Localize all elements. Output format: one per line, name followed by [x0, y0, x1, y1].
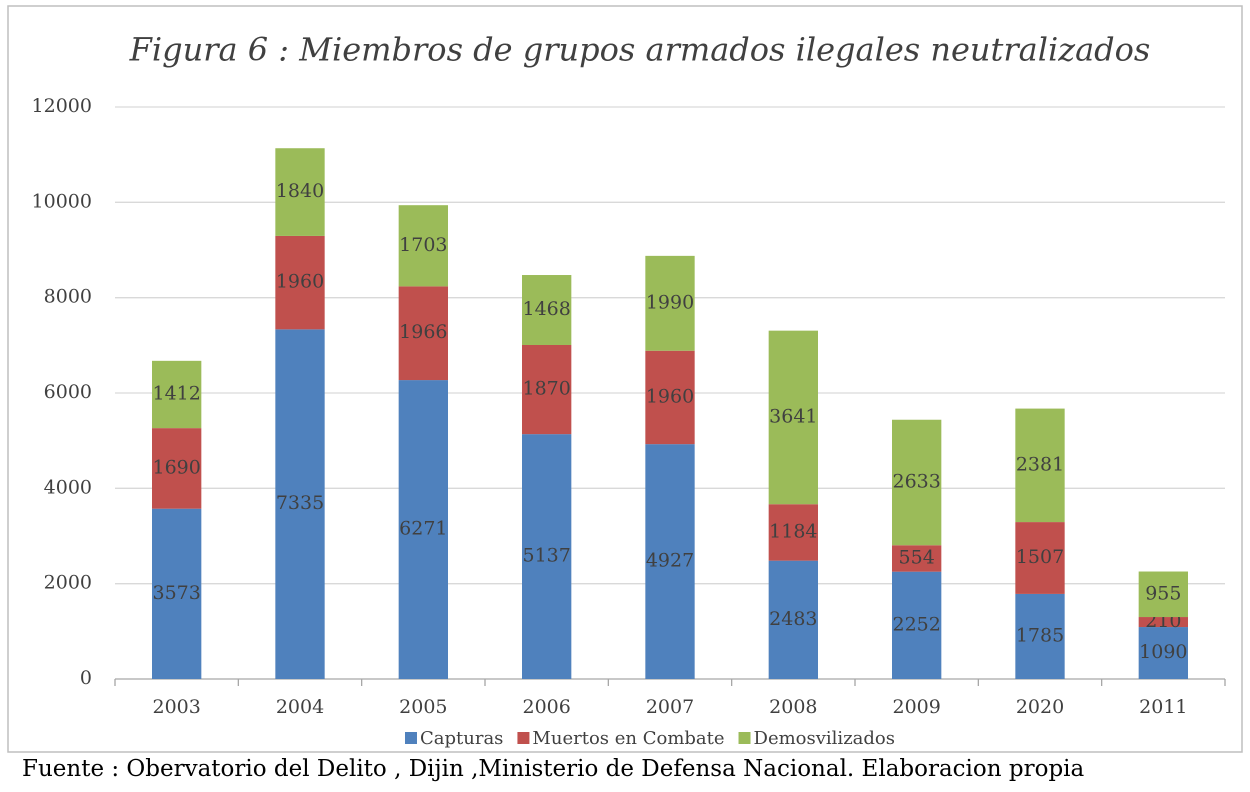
y-tick-label: 4000: [44, 476, 92, 498]
bar-segment: [768, 330, 818, 505]
legend-label: Capturas: [420, 728, 503, 749]
data-label: 6271: [399, 518, 447, 540]
bar-segment: [398, 205, 448, 287]
y-tick-label: 6000: [44, 381, 92, 403]
data-label: 2633: [892, 470, 940, 492]
data-label: 2252: [892, 613, 940, 635]
data-label: 1785: [1016, 624, 1064, 646]
x-tick-label: 2006: [522, 696, 570, 718]
bar-segment: [1138, 617, 1188, 628]
data-label: 1870: [522, 378, 570, 400]
data-label: 1690: [152, 456, 200, 478]
legend-label: Muertos en Combate: [532, 728, 724, 749]
y-tick-label: 0: [80, 667, 92, 689]
x-tick-label: 2009: [892, 696, 940, 718]
chart-title: Figura 6 : Miembros de grupos armados il…: [129, 31, 1151, 69]
legend-swatch: [517, 732, 530, 744]
bar-segment: [275, 148, 325, 236]
data-label: 955: [1145, 582, 1181, 604]
legend: Capturas Muertos en Combate Demosvilizados: [404, 728, 895, 749]
x-tick-label: 2020: [1016, 696, 1064, 718]
bar-segment: [768, 504, 818, 561]
bar-segment: [892, 571, 942, 679]
bar-segment: [1015, 408, 1065, 523]
bar-segment: [1015, 522, 1065, 594]
y-tick-label: 8000: [44, 286, 92, 308]
bar-segment: [152, 508, 202, 679]
data-label: 7335: [276, 492, 324, 514]
source-note: Fuente : Obervatorio del Delito , Dijin …: [22, 756, 1085, 782]
x-tick-label: 2008: [769, 696, 817, 718]
data-label: 1090: [1139, 641, 1187, 663]
bar-segment: [768, 560, 818, 679]
bar-segment: [1015, 593, 1065, 679]
data-label: 1960: [646, 385, 694, 407]
x-tick-label: 2007: [646, 696, 694, 718]
bar-segment: [1138, 627, 1188, 679]
data-label: 4927: [646, 550, 694, 572]
bar-segment: [645, 350, 695, 445]
data-label: 554: [899, 546, 935, 568]
bar-segment: [522, 344, 572, 435]
bar-segment: [522, 434, 572, 679]
data-label: 5137: [522, 545, 570, 567]
bar-segment: [152, 428, 202, 509]
y-tick-label: 2000: [44, 572, 92, 594]
x-tick-label: 2003: [152, 696, 200, 718]
data-label: 1966: [399, 321, 447, 343]
data-label: 2483: [769, 608, 817, 630]
data-label: 1468: [522, 298, 570, 320]
legend-swatch: [738, 732, 751, 744]
legend-label: Demosvilizados: [754, 728, 895, 749]
x-tick-label: 2005: [399, 696, 447, 718]
bar-segment: [398, 286, 448, 381]
bar-segment: [1138, 571, 1188, 618]
bar-segment: [645, 444, 695, 679]
data-label: 1507: [1016, 546, 1064, 568]
data-label: 1840: [276, 180, 324, 202]
bar-segment: [522, 275, 572, 345]
y-tick-label: 10000: [32, 190, 92, 212]
data-label: 1990: [646, 291, 694, 313]
y-tick-label: 12000: [32, 95, 92, 117]
data-label: 1703: [399, 234, 447, 256]
data-label: 1184: [769, 520, 817, 542]
data-label: 3573: [152, 582, 200, 604]
data-label: 3641: [769, 405, 817, 427]
bar-segment: [275, 235, 325, 330]
bar-segment: [892, 545, 942, 572]
x-tick-label: 2011: [1139, 696, 1187, 718]
x-tick-label: 2004: [276, 696, 324, 718]
bar-segment: [275, 329, 325, 679]
data-label: 1412: [152, 382, 200, 404]
bar-segment: [398, 380, 448, 679]
bar-segment: [645, 255, 695, 351]
bar-segment: [892, 419, 942, 546]
data-label: 2381: [1016, 453, 1064, 475]
legend-swatch: [404, 732, 417, 744]
data-label: 1960: [276, 271, 324, 293]
bar-segment: [152, 360, 202, 429]
